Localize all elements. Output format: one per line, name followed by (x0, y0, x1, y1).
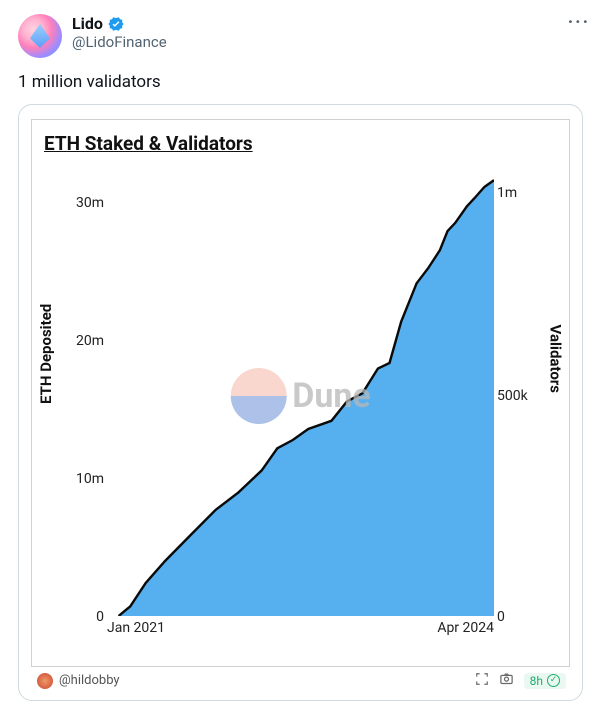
y-left-axis-label: ETH Deposited (37, 304, 55, 404)
x-start-label: Jan 2021 (107, 620, 165, 636)
display-name-row[interactable]: Lido (72, 14, 167, 33)
area-chart-svg (107, 176, 494, 616)
chart-title: ETH Staked & Validators (44, 132, 563, 155)
card-footer: @hildobby 8h ✓ (25, 667, 576, 694)
age-badge[interactable]: 8h ✓ (524, 673, 566, 689)
chart-card[interactable]: ETH Staked & Validators ETH Deposited Va… (18, 104, 583, 701)
y-right-tick: 1m (497, 185, 547, 201)
age-label: 8h (530, 674, 543, 688)
y-left-tick: 10m (64, 471, 104, 487)
expand-icon[interactable] (475, 672, 489, 690)
y-left-tick: 30m (64, 195, 104, 211)
avatar-logo-icon (30, 24, 50, 48)
avatar[interactable] (18, 14, 62, 58)
display-name: Lido (72, 14, 103, 33)
y-right-axis-label: Validators (546, 325, 564, 393)
footer-avatar-icon (37, 673, 53, 689)
y-right-tick: 0 (497, 609, 547, 625)
x-end-label: Apr 2024 (437, 620, 494, 636)
chart-plot: Dune (107, 176, 494, 616)
footer-author[interactable]: @hildobby (37, 673, 120, 689)
y-right-tick: 500k (497, 388, 547, 404)
handle[interactable]: @LidoFinance (72, 33, 167, 51)
y-left-tick: 0 (64, 609, 104, 625)
footer-handle: @hildobby (59, 673, 120, 688)
user-names: Lido @LidoFinance (72, 14, 167, 51)
tweet-body: 1 million validators (18, 72, 590, 92)
tweet-container: Lido @LidoFinance ··· 1 million validato… (0, 0, 608, 715)
camera-icon[interactable] (499, 671, 514, 690)
check-icon: ✓ (547, 674, 560, 687)
footer-actions: 8h ✓ (475, 671, 566, 690)
chart-box: ETH Staked & Validators ETH Deposited Va… (31, 119, 570, 667)
more-button[interactable]: ··· (568, 14, 590, 32)
tweet-header: Lido @LidoFinance ··· (18, 14, 590, 58)
verified-badge-icon (107, 15, 125, 33)
y-left-tick: 20m (64, 333, 104, 349)
